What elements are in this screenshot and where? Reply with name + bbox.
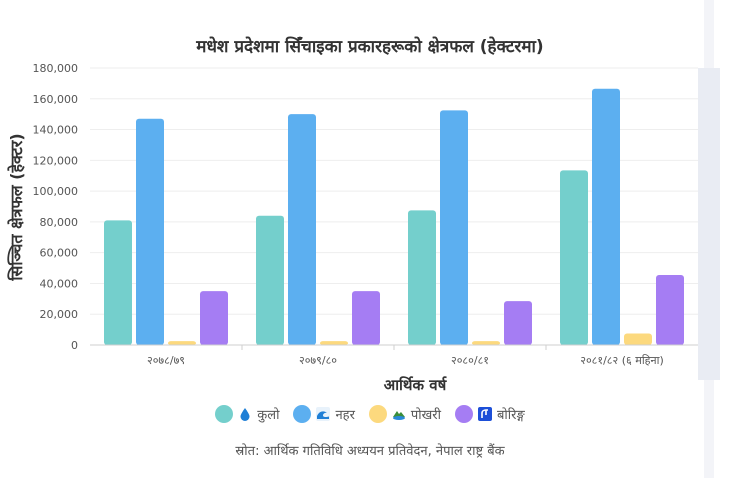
y-tick-label: 0 [71, 339, 78, 352]
bars [104, 88, 684, 346]
y-tick-label: 100,000 [33, 185, 79, 198]
bar-1-0[interactable] [136, 118, 164, 346]
x-tick-label: २०७९/८० [299, 354, 337, 367]
legend-item-pokhari[interactable]: पोखरी [368, 405, 441, 423]
y-tick-label: 180,000 [33, 62, 79, 75]
bar-0-2[interactable] [408, 210, 436, 345]
bar-1-2[interactable] [440, 110, 468, 345]
source-note: स्रोत: आर्थिक गतिविधि अध्ययन प्रतिवेदन, … [235, 444, 505, 459]
wave-icon [316, 407, 331, 421]
bar-2-3[interactable] [624, 333, 652, 345]
legend-item-nahar[interactable]: नहर [293, 405, 355, 423]
legend-label: नहर [335, 408, 355, 423]
y-axis-ticks: 0 20,000 40,000 60,000 80,000 100,000 120,000 1… [33, 62, 79, 352]
bar-3-1[interactable] [352, 291, 380, 345]
y-tick-label: 120,000 [33, 154, 79, 167]
bar-2-0[interactable] [168, 341, 196, 345]
bar-0-3[interactable] [560, 170, 588, 345]
x-tick-label: २०८१/८२ (६ महिना) [580, 354, 664, 367]
legend-label: बोरिङ्ग [496, 408, 525, 423]
chart-title: मधेश प्रदेशमा सिँचाइका प्रकारहरूको क्षेत… [195, 36, 543, 57]
bar-2-1[interactable] [320, 341, 348, 345]
legend: कुलो नहर पोखरी बोरिङ्ग [0, 405, 740, 423]
x-axis-ticks: २०७८/७९ २०७९/८० २०८०/८१ २०८१/८२ (६ महिना) [147, 345, 664, 367]
bar-0-1[interactable] [256, 215, 284, 345]
bar-1-1[interactable] [288, 114, 316, 346]
legend-swatch [368, 405, 387, 423]
pond-icon [392, 411, 405, 420]
bar-2-2[interactable] [472, 341, 500, 345]
bar-3-0[interactable] [200, 291, 228, 345]
bar-3-2[interactable] [504, 301, 532, 345]
x-axis-label: आर्थिक वर्ष [384, 376, 448, 394]
bar-0-0[interactable] [104, 220, 132, 345]
bar-3-3[interactable] [656, 274, 684, 345]
legend-swatch [215, 405, 234, 423]
y-tick-label: 80,000 [40, 216, 79, 229]
bar-1-3[interactable] [592, 88, 620, 346]
bar-chart: मधेश प्रदेशमा सिँचाइका प्रकारहरूको क्षेत… [7, 36, 698, 394]
boring-icon [477, 407, 492, 421]
legend-item-boring[interactable]: बोरिङ्ग [454, 405, 525, 423]
y-tick-label: 40,000 [40, 277, 79, 290]
y-axis-label: सिञ्चित क्षेत्रफल (हेक्टर) [7, 133, 26, 281]
y-tick-label: 20,000 [40, 308, 79, 321]
legend-label: पोखरी [410, 408, 441, 423]
x-tick-label: २०७८/७९ [147, 354, 185, 367]
y-tick-label: 160,000 [33, 93, 79, 106]
scroll-region[interactable] [698, 68, 720, 380]
y-tick-label: 140,000 [33, 124, 79, 137]
y-tick-label: 60,000 [40, 247, 79, 260]
legend-swatch [454, 405, 473, 423]
x-tick-label: २०८०/८१ [451, 354, 489, 367]
legend-item-kulo[interactable]: कुलो [215, 405, 279, 423]
legend-swatch [293, 405, 312, 423]
droplet-icon [240, 408, 250, 421]
legend-label: कुलो [257, 408, 280, 423]
